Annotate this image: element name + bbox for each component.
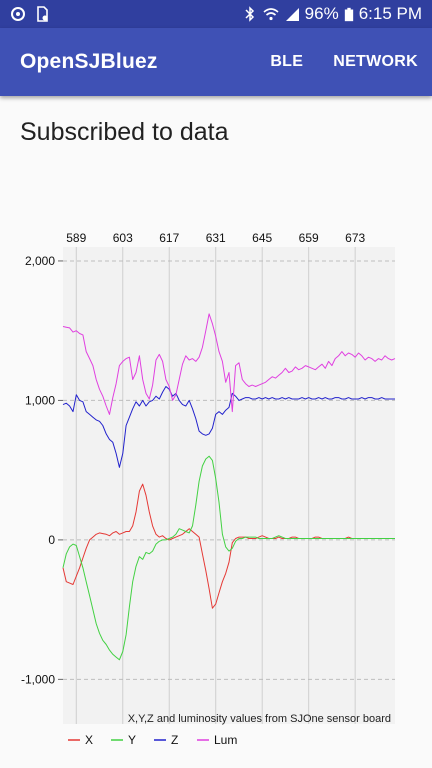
bluetooth-icon <box>245 6 254 22</box>
series-line-y <box>62 455 395 661</box>
x-tick-label: 603 <box>113 231 133 245</box>
page-heading: Subscribed to data <box>20 118 229 146</box>
y-tick-label: 2,000 <box>25 254 55 268</box>
wifi-icon <box>263 8 279 21</box>
x-tick-label: 659 <box>299 231 319 245</box>
series-line-lum <box>62 313 396 415</box>
y-tick-label: 0 <box>48 533 55 547</box>
x-tick-label: 617 <box>159 231 179 245</box>
sensor-line-chart: 589 603 617 631 645 659 673 -1,00001,0002,000 … <box>21 231 396 747</box>
x-tick-label: 589 <box>66 231 86 245</box>
y-tick-label: 1,000 <box>25 393 55 407</box>
y-tick-label: -1,000 <box>21 672 55 686</box>
legend-label-lum: Lum <box>214 733 237 747</box>
legend-label-z: Z <box>171 733 178 747</box>
ble-button[interactable]: BLE <box>270 53 304 70</box>
legend-label-x: X <box>85 733 93 747</box>
battery-icon <box>344 7 353 21</box>
app-bar: OpenSJBluez BLE NETWORK <box>0 28 432 96</box>
status-bar: 96% 6:15 PM <box>0 0 432 28</box>
battery-level: 96% <box>304 4 339 23</box>
x-tick-label: 631 <box>206 231 226 245</box>
network-button[interactable]: NETWORK <box>333 53 418 70</box>
sd-card-icon <box>37 6 48 22</box>
x-tick-label: 673 <box>345 231 365 245</box>
legend-label-y: Y <box>128 733 136 747</box>
clock: 6:15 PM <box>358 4 422 23</box>
signal-icon <box>285 8 299 21</box>
plot-area <box>63 247 395 724</box>
series-line-z <box>62 386 395 468</box>
app-title: OpenSJBluez <box>20 50 158 73</box>
chart-description: X,Y,Z and luminosity values from SJOne s… <box>128 713 391 725</box>
x-tick-label: 645 <box>252 231 272 245</box>
sync-icon <box>11 7 25 21</box>
